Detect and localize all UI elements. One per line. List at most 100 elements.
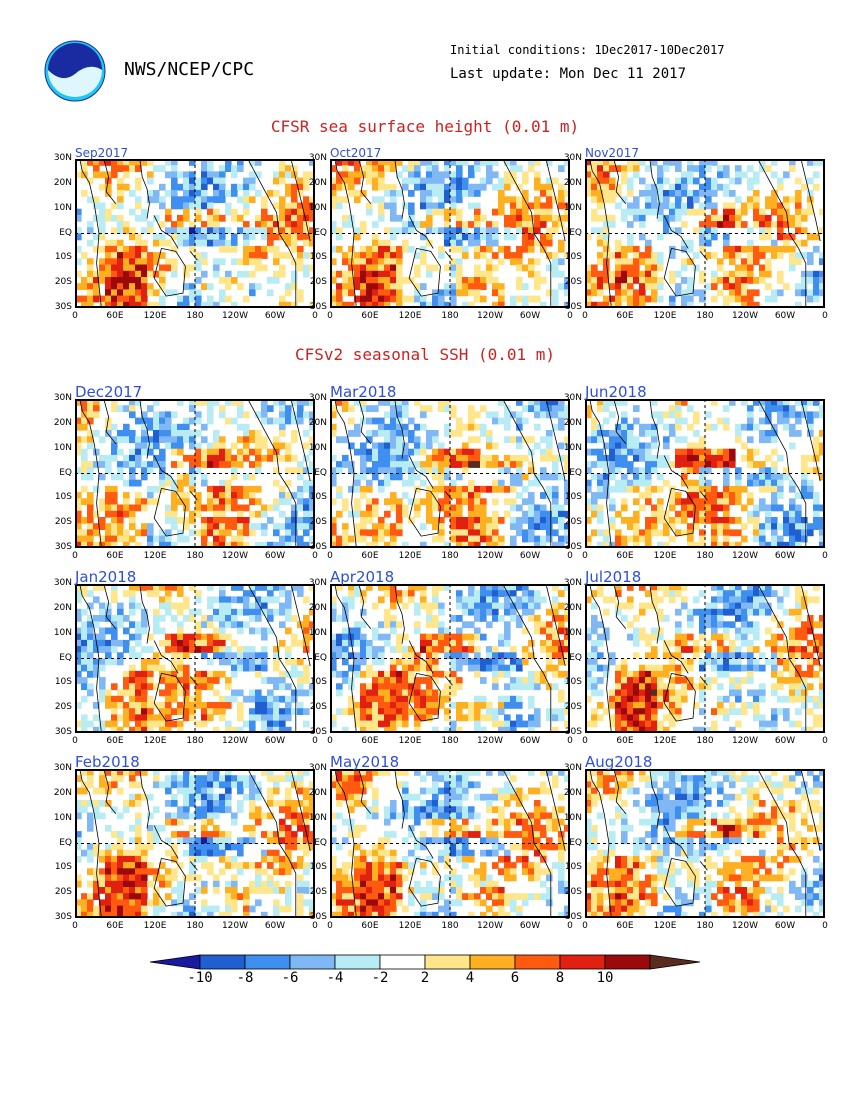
lon-tick-label: 120E (398, 736, 422, 746)
lat-tick-label: 10N (53, 812, 72, 823)
lat-tick-label: 10N (53, 202, 72, 213)
colorbar-box (559, 954, 606, 970)
lon-tick-label: 0 (822, 736, 828, 746)
lon-tick-label: 60W (519, 921, 541, 931)
lat-tick-label: 30N (563, 153, 582, 163)
lat-tick-label: 10S (54, 492, 72, 503)
colorbar-box (469, 954, 516, 970)
lon-tick-label: 120W (221, 311, 249, 321)
ssh-field (585, 158, 826, 309)
lon-tick-label: 60E (361, 551, 379, 561)
lat-tick-label: EQ (314, 652, 327, 663)
colorbar-box (289, 954, 336, 970)
last-update: Last update: Mon Dec 11 2017 (450, 66, 687, 82)
lon-tick-label: 60W (264, 736, 286, 746)
lon-tick-label: 0 (327, 921, 333, 931)
lat-tick-label: EQ (59, 837, 72, 848)
lat-tick-label: 20N (308, 602, 327, 613)
colorbar-tick-label: -8 (236, 970, 254, 986)
panel-month-label: Feb2018 (75, 753, 140, 771)
lat-tick-label: EQ (314, 837, 327, 848)
lon-tick-label: 180 (186, 921, 204, 931)
lon-tick-label: 60E (361, 736, 379, 746)
lon-tick-label: 0 (567, 736, 573, 746)
lat-tick-label: 30S (564, 727, 582, 737)
lat-tick-label: 10N (308, 627, 327, 638)
lon-tick-label: 180 (441, 921, 459, 931)
lat-tick-label: 30S (309, 727, 327, 737)
lat-tick-label: 10S (564, 862, 582, 873)
lat-tick-label: EQ (314, 467, 327, 478)
lon-tick-label: 120W (731, 921, 759, 931)
lat-tick-label: 10N (53, 442, 72, 453)
lat-tick-label: 20S (54, 517, 72, 528)
lon-tick-label: 60W (519, 551, 541, 561)
lat-tick-label: 20N (308, 177, 327, 188)
lat-tick-label: 20S (309, 887, 327, 898)
lat-tick-label: 30N (308, 153, 327, 163)
lon-tick-label: 120E (653, 551, 677, 561)
colorbar-tick-label: 4 (465, 970, 475, 986)
lon-tick-label: 120W (731, 551, 759, 561)
map-panel (75, 398, 316, 549)
noaa-logo (44, 40, 106, 102)
lat-tick-label: 20N (308, 787, 327, 798)
lat-tick-label: EQ (59, 467, 72, 478)
lon-tick-label: 120W (476, 311, 504, 321)
panel-month-label: Mar2018 (330, 383, 397, 401)
map-panel (585, 398, 826, 549)
map-panel (585, 158, 826, 309)
lat-tick-label: 20N (53, 177, 72, 188)
lat-tick-label: EQ (569, 227, 582, 238)
colorbar-box (424, 954, 471, 970)
lon-tick-label: 0 (312, 921, 318, 931)
lon-tick-label: 60E (106, 736, 124, 746)
lon-tick-label: 0 (327, 551, 333, 561)
lat-tick-label: 30S (564, 542, 582, 552)
lat-tick-label: 30N (308, 763, 327, 773)
lon-tick-label: 0 (582, 921, 588, 931)
lat-tick-label: 30N (563, 763, 582, 773)
lon-tick-label: 0 (567, 921, 573, 931)
lon-tick-label: 60W (519, 736, 541, 746)
lon-tick-label: 180 (441, 736, 459, 746)
lat-tick-label: 20S (309, 517, 327, 528)
lon-tick-label: 120E (653, 311, 677, 321)
lat-tick-label: 10S (564, 252, 582, 263)
lat-tick-label: 10N (308, 812, 327, 823)
observed-section-title: CFSR sea surface height (0.01 m) (270, 117, 580, 136)
map-panel (75, 158, 316, 309)
lon-tick-label: 60E (616, 551, 634, 561)
colorbar-tick-label: 6 (510, 970, 520, 986)
lon-tick-label: 60E (361, 311, 379, 321)
colorbar-tick-label: 2 (420, 970, 430, 986)
ssh-field (585, 583, 826, 734)
lat-tick-label: 20S (54, 702, 72, 713)
lon-tick-label: 60E (361, 921, 379, 931)
lat-tick-label: 20N (563, 787, 582, 798)
lon-tick-label: 60W (264, 921, 286, 931)
forecast-section-title: CFSv2 seasonal SSH (0.01 m) (294, 345, 556, 364)
lat-tick-label: 30N (308, 393, 327, 403)
lon-tick-label: 0 (567, 311, 573, 321)
lon-tick-label: 0 (822, 311, 828, 321)
lon-tick-label: 60E (106, 311, 124, 321)
lon-tick-label: 0 (312, 736, 318, 746)
lat-tick-label: 20N (308, 417, 327, 428)
panel-month-label: Oct2017 (330, 146, 382, 160)
lat-tick-label: 10S (309, 677, 327, 688)
lat-tick-label: 20N (563, 177, 582, 188)
lat-tick-label: 10S (54, 252, 72, 263)
colorbar-tick-label: -2 (371, 970, 389, 986)
lon-tick-label: 60E (106, 921, 124, 931)
lon-tick-label: 0 (582, 311, 588, 321)
lat-tick-label: 10N (308, 442, 327, 453)
lon-tick-label: 120E (143, 736, 167, 746)
lon-tick-label: 180 (186, 551, 204, 561)
lat-tick-label: EQ (569, 837, 582, 848)
lat-tick-label: 20S (309, 277, 327, 288)
colorbar-tick-label: -4 (326, 970, 344, 986)
lat-tick-label: 30S (309, 542, 327, 552)
lon-tick-label: 180 (696, 551, 714, 561)
lat-tick-label: 30N (53, 763, 72, 773)
